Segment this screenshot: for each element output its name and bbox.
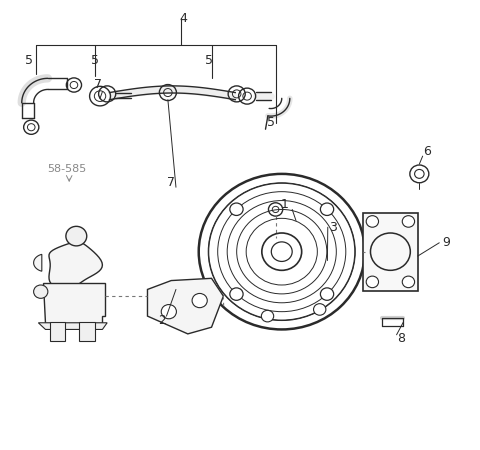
Polygon shape [49,242,102,288]
Text: 6: 6 [423,145,432,158]
Circle shape [320,203,334,216]
Text: 9: 9 [443,236,450,249]
Text: 5: 5 [91,54,99,67]
Bar [363,213,418,291]
Text: 5: 5 [25,54,33,67]
Circle shape [313,304,326,315]
Circle shape [192,293,207,308]
Text: 2: 2 [158,314,166,327]
Circle shape [415,170,424,178]
Polygon shape [34,254,42,271]
Text: 5: 5 [205,54,213,67]
Text: 4: 4 [179,12,187,25]
Circle shape [161,305,177,319]
Circle shape [402,276,415,288]
Circle shape [366,276,379,288]
Text: 7: 7 [167,176,175,189]
Polygon shape [43,283,105,323]
Circle shape [366,216,379,227]
Text: 58-585: 58-585 [47,164,86,175]
Bar [79,322,96,341]
Polygon shape [147,279,223,334]
Circle shape [66,226,87,246]
Circle shape [320,288,334,300]
Text: 7: 7 [94,78,102,91]
Text: 8: 8 [397,332,405,345]
Circle shape [371,233,410,270]
Circle shape [410,165,429,183]
Circle shape [230,203,243,216]
Circle shape [261,310,274,322]
Circle shape [34,285,48,298]
Text: 1: 1 [281,198,289,211]
Circle shape [402,216,415,227]
Bar [50,322,65,341]
Circle shape [230,288,243,300]
Text: 5: 5 [267,116,275,129]
Polygon shape [38,323,107,329]
Text: 3: 3 [329,220,336,234]
